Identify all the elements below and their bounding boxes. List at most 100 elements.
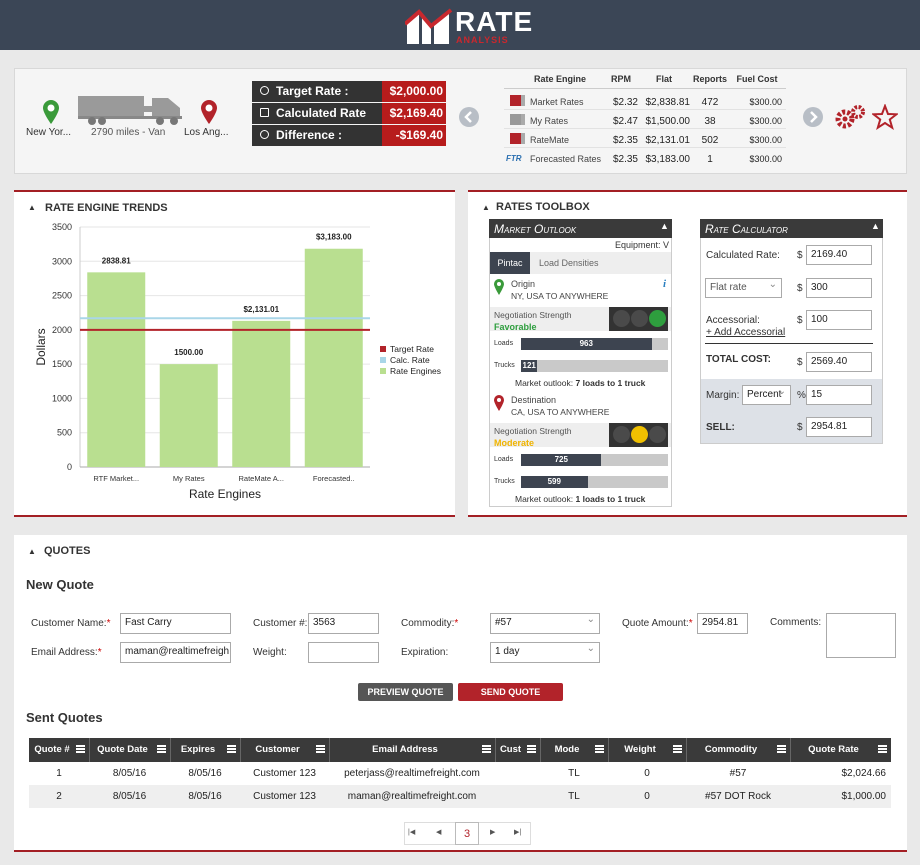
rate-label: Target Rate : — [252, 81, 382, 102]
engine-cell: $300.00 — [749, 97, 782, 107]
label: Quote Amount:* — [622, 618, 693, 629]
y-tick-label: 3000 — [52, 256, 72, 266]
x-tick-label: RateMate A... — [239, 474, 284, 483]
legend-label: Target Rate — [390, 344, 434, 354]
input[interactable]: 2569.40 — [806, 352, 872, 372]
row-bg — [29, 785, 891, 808]
column-header: RPM — [611, 74, 631, 84]
circle — [170, 117, 178, 125]
column-divider — [89, 738, 90, 762]
bar: 121 — [521, 360, 538, 372]
path — [494, 279, 504, 295]
button[interactable]: PREVIEW QUOTE — [358, 683, 453, 701]
outlook-value: 1 loads to 1 truck — [575, 494, 646, 504]
input[interactable]: Fast Carry — [120, 613, 231, 634]
label: Email Address:* — [31, 647, 102, 658]
x-tick-label: RTF Market... — [93, 474, 139, 483]
circle — [156, 117, 164, 125]
bar — [87, 272, 146, 467]
page-next[interactable]: ▶ — [490, 829, 496, 836]
link[interactable]: + Add Accessorial — [706, 327, 786, 338]
column-header: Mode — [554, 744, 580, 755]
input[interactable]: maman@realtimefreigh — [120, 642, 231, 663]
column-divider — [495, 738, 496, 762]
label: Accessorial: — [706, 315, 760, 326]
circle — [497, 282, 501, 286]
label: Customer Name:* — [31, 618, 110, 629]
bar — [159, 364, 218, 467]
input[interactable]: 2954.81 — [697, 613, 748, 634]
value-label: $3,183.00 — [316, 233, 352, 242]
page-prev[interactable]: ◀ — [436, 829, 442, 836]
rect — [144, 106, 152, 112]
page-last[interactable]: ▶| — [514, 829, 522, 836]
rect — [78, 96, 144, 116]
input[interactable]: 3563 — [308, 613, 379, 634]
favorite-icon[interactable] — [872, 104, 898, 130]
column-divider — [329, 738, 330, 762]
path — [43, 100, 59, 124]
light — [631, 310, 648, 327]
path — [810, 111, 818, 123]
column-header: Quote # — [34, 744, 70, 755]
page-first[interactable]: |◀ — [408, 829, 416, 836]
y-tick-label: 1000 — [52, 393, 72, 403]
tab[interactable]: Pintac — [490, 252, 530, 274]
table-cell: 0 — [644, 791, 650, 802]
input[interactable]: 15 — [806, 385, 872, 405]
column-header: Rate Engine — [534, 74, 587, 84]
table-cell: 8/05/16 — [188, 791, 222, 802]
filter-icon — [878, 745, 887, 747]
column-divider — [540, 738, 541, 762]
page-current[interactable]: 3 — [455, 822, 479, 845]
calculator-title: Rate Calculator — [705, 222, 788, 236]
input[interactable]: 100 — [806, 310, 872, 330]
logo-sub: ANALYSIS — [456, 35, 509, 45]
required: * — [106, 618, 111, 629]
legend-swatch — [380, 346, 386, 352]
input[interactable]: 2169.40 — [806, 245, 872, 265]
bar-label: Loads — [494, 456, 514, 463]
select[interactable]: Percent — [742, 385, 791, 405]
strength-label: Negotiation Strength — [494, 310, 572, 320]
engine-cell: $3,183.00 — [645, 154, 691, 165]
engine-cell: $1,500.00 — [645, 116, 691, 127]
column-header: Commodity — [704, 744, 758, 755]
filter-icon — [527, 745, 536, 747]
settings-icon[interactable] — [834, 104, 866, 130]
table-cell: peterjass@realtimefreight.com — [344, 768, 480, 779]
path — [464, 111, 472, 123]
next-arrow[interactable] — [802, 106, 824, 128]
engine-row — [504, 128, 786, 129]
bar-track — [521, 360, 668, 372]
engine-icon — [510, 95, 525, 106]
input[interactable]: 300 — [806, 278, 872, 298]
select[interactable]: #57 — [490, 613, 600, 634]
engine-cell: $2.47 — [612, 116, 638, 127]
input[interactable] — [308, 642, 379, 663]
market-outlook: Market outlook: 7 loads to 1 truck — [515, 378, 645, 388]
column-header: Weight — [624, 744, 656, 755]
label: Expiration: — [401, 647, 449, 658]
input[interactable]: 2954.81 — [806, 417, 872, 437]
filter-icon — [595, 745, 604, 747]
table-cell: Customer 123 — [253, 791, 316, 802]
button[interactable]: SEND QUOTE — [458, 683, 563, 701]
rate-value: -$169.40 — [382, 125, 446, 146]
select[interactable]: Flat rate — [705, 278, 782, 298]
light — [649, 310, 666, 327]
filter-icon — [157, 745, 166, 747]
prev-arrow[interactable] — [458, 106, 480, 128]
select[interactable]: 1 day — [490, 642, 600, 663]
legend-swatch — [380, 368, 386, 374]
divider — [705, 343, 873, 344]
textarea[interactable] — [826, 613, 896, 658]
equipment: Equipment: V — [614, 240, 669, 250]
table-cell: 8/05/16 — [112, 791, 147, 802]
info-icon[interactable]: i — [663, 278, 667, 290]
tab[interactable]: Load Densities — [539, 258, 599, 268]
value-label: 1500.00 — [174, 348, 203, 357]
engine-cell: 1 — [707, 154, 713, 165]
label: Weight: — [253, 647, 287, 658]
